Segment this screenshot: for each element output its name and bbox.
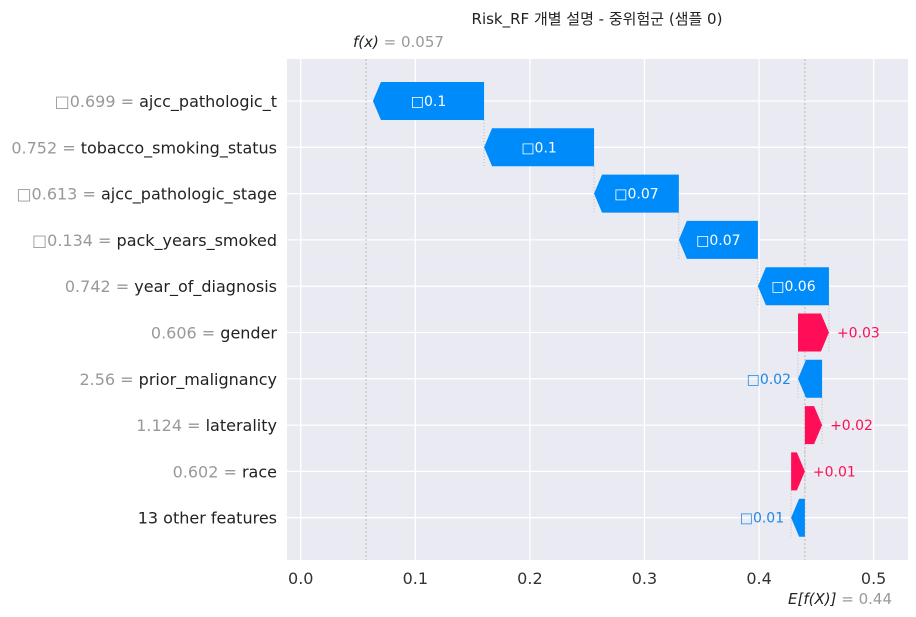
bar-value-label: □0.01 (740, 511, 784, 527)
bars: □0.1 □0.1 □0.07 □0.07 □0.06 +0.03 □0.02 +0.02 +0… (372, 82, 880, 537)
bar-value-label: +0.02 (830, 418, 873, 434)
feature-value: 1.124 = (136, 416, 205, 435)
feature-label: 0.742 = year_of_diagnosis (65, 277, 277, 297)
bar-value-label: +0.01 (813, 464, 856, 480)
feature-value: 0.606 = (151, 324, 220, 343)
feature-name: laterality (206, 416, 277, 435)
ex-value: 0.44 (859, 590, 892, 608)
feature-label: 0.752 = tobacco_smoking_status (11, 138, 277, 158)
x-tick-label: 0.2 (517, 569, 542, 588)
bar-value-label: +0.03 (837, 326, 880, 342)
bar-race (791, 452, 805, 491)
feature-name: tobacco_smoking_status (81, 138, 277, 158)
feature-name: ajcc_pathologic_stage (101, 185, 277, 205)
feature-value: 0.752 = (11, 138, 80, 157)
bar-pack-years-smoked (678, 220, 758, 259)
feature-name: 13 other features (138, 509, 277, 528)
plot-area (287, 59, 908, 560)
bar-gender (798, 313, 829, 352)
feature-label: 0.602 = race (173, 462, 277, 481)
x-tick-label: 0.5 (861, 569, 886, 588)
feature-label: □0.699 = ajcc_pathologic_t (55, 92, 277, 112)
feature-name: gender (220, 324, 277, 343)
x-tick-label: 0.3 (632, 569, 657, 588)
feature-value: □0.699 = (55, 92, 140, 111)
feature-label: □0.134 = pack_years_smoked (32, 231, 277, 251)
chart-title: Risk_RF 개별 설명 - 중위험군 (샘플 0) (472, 10, 723, 29)
fx-value: 0.057 (401, 33, 444, 51)
feature-value: □0.613 = (16, 185, 101, 204)
feature-value: 2.56 = (79, 370, 138, 389)
fx-symbol: f(x) (353, 33, 379, 51)
feature-label: 0.606 = gender (151, 324, 278, 343)
feature-name: race (242, 462, 277, 481)
feature-label: 1.124 = laterality (136, 416, 277, 435)
bar-value-label: □0.07 (614, 187, 658, 203)
feature-label: 13 other features (138, 509, 277, 528)
bar-ajcc-pathologic-t (372, 82, 485, 120)
feature-name: prior_malignancy (139, 370, 277, 390)
bar-value-label: □0.1 (411, 94, 447, 110)
bar-value-label: □0.1 (521, 140, 557, 156)
x-axis-ticks: 0.0 0.1 0.2 0.3 0.4 0.5 (288, 569, 886, 588)
feature-name: ajcc_pathologic_t (139, 92, 277, 112)
bar-laterality (804, 406, 823, 445)
connector-lines (365, 59, 830, 560)
bar-prior-malignancy (798, 359, 823, 398)
base-value-label: E[f(X)] = 0.44 (788, 590, 892, 608)
feature-name: year_of_diagnosis (134, 277, 277, 297)
feature-value: 0.602 = (173, 462, 242, 481)
x-tick-label: 0.0 (288, 569, 313, 588)
feature-value: □0.134 = (32, 231, 117, 250)
x-tick-label: 0.1 (403, 569, 428, 588)
feature-name: pack_years_smoked (117, 231, 277, 251)
bar-value-label: □0.06 (771, 279, 815, 295)
feature-label: 2.56 = prior_malignancy (79, 370, 277, 390)
feature-labels: □0.699 = ajcc_pathologic_t 0.752 = tobacc… (11, 92, 277, 528)
output-value-label: f(x) = 0.057 (353, 33, 444, 51)
x-tick-label: 0.4 (746, 569, 771, 588)
feature-value: 0.742 = (65, 277, 134, 296)
ex-symbol: E[f(X)] (788, 590, 837, 608)
feature-label: □0.613 = ajcc_pathologic_stage (16, 185, 277, 205)
bar-value-label: □0.07 (696, 233, 740, 249)
bar-ajcc-pathologic-stage (594, 174, 679, 213)
bar-tobacco-smoking-status (484, 128, 595, 167)
bar-year-of-diagnosis (757, 267, 829, 306)
bar-value-label: □0.02 (747, 372, 791, 388)
bar-13-other-features (791, 498, 805, 537)
